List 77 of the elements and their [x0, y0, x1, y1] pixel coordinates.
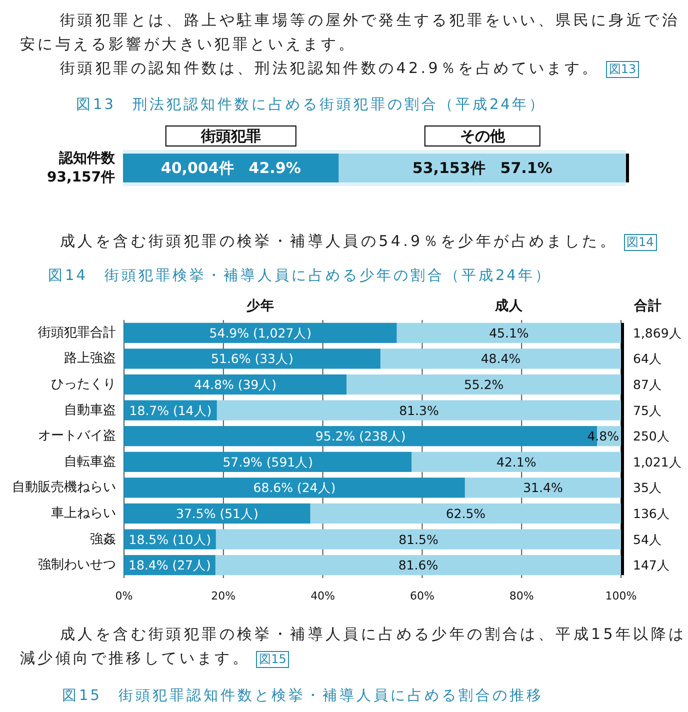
text: 54人: [633, 532, 662, 547]
x-tick-label: 100%: [605, 590, 637, 602]
bar: [124, 478, 465, 498]
chart-title: 図14 街頭犯罪検挙・補導人員に占める少年の割合（平成24年）: [48, 266, 552, 285]
bar: [124, 374, 347, 395]
chart-title: 図13 刑法犯認知件数に占める街頭犯罪の割合（平成24年）: [76, 96, 546, 114]
y-tick-label: 強制わいせつ: [38, 558, 116, 573]
text: 成人を含む街頭犯罪の検挙・補導人員の54.9％を少年が占めました。: [60, 232, 618, 250]
x-tick-label: 20%: [211, 590, 236, 602]
y-tick-label: 路上強盗: [64, 351, 116, 366]
y-tick-label: 自動販売機ねらい: [12, 480, 116, 496]
series-label: その他: [460, 127, 506, 145]
bar: [216, 400, 621, 420]
text: 75人: [633, 402, 662, 418]
data-label: 48.4%: [480, 351, 521, 366]
x-tick-label: 0%: [115, 590, 133, 602]
data-label: 45.1%: [489, 325, 529, 340]
x-tick-label: 80%: [509, 590, 534, 602]
y-tick-label: 街頭犯罪合計: [38, 325, 116, 340]
y-tick-label: ひったくり: [51, 377, 116, 392]
data-label: 51.6% (33人): [211, 351, 294, 366]
y-tick-label: 車上ねらい: [51, 506, 116, 521]
series-label: 街頭犯罪: [200, 127, 261, 145]
bar: [124, 503, 310, 524]
bar: [412, 452, 621, 472]
data-label: 81.6%: [398, 558, 438, 573]
y-tick-label: 自動車盗: [64, 402, 116, 418]
caption: 図14: [624, 234, 657, 251]
bar: [124, 322, 397, 343]
text: 64人: [633, 351, 662, 366]
data-label: 42.1%: [496, 454, 536, 470]
caption: 図15: [256, 651, 290, 668]
bar: [464, 478, 621, 498]
series-label: 成人: [494, 298, 524, 314]
text: 街頭犯罪とは、路上や駐車場等の屋外で発生する犯罪をいい、県民に身近で治安に与える影響が大きい犯罪といえます。: [20, 10, 680, 55]
data-label: 81.3%: [399, 402, 439, 418]
caption: 図15 街頭犯罪認知件数と検挙・補導人員に占める割合の推移: [62, 686, 544, 705]
data-label: 95.2% (238人): [315, 428, 406, 444]
y-tick-label: 強姦: [90, 532, 116, 547]
text: 147人: [633, 558, 670, 573]
data-label: 31.4%: [523, 480, 563, 496]
bar: [124, 348, 380, 369]
text: 87人: [633, 377, 662, 392]
data-label: 53,153件 57.1%: [412, 159, 552, 177]
data-label: 54.9% (1,027人): [209, 325, 312, 340]
text: 1,021人: [633, 454, 682, 470]
data-label: 57.9% (591人): [222, 454, 314, 470]
data-label: 44.8% (39人): [194, 377, 276, 392]
data-label: 40,004件 42.9%: [160, 159, 301, 177]
text: 136人: [633, 506, 670, 521]
text: 街頭犯罪の認知件数は、刑法犯認知件数の42.9％を占めています。: [60, 59, 600, 77]
bar: [310, 503, 621, 524]
text: 250人: [633, 428, 670, 444]
data-label: 68.6% (24人): [253, 480, 336, 496]
text: 1,869人: [633, 325, 682, 340]
x-tick-label: 60%: [410, 590, 434, 602]
bar: [380, 348, 621, 369]
x-tick-label: 40%: [310, 590, 336, 602]
data-label: 18.4% (27人): [128, 558, 211, 573]
bar: [215, 555, 621, 576]
data-label: 62.5%: [446, 506, 486, 521]
text: 35人: [633, 480, 662, 496]
data-label: 18.7% (14人): [129, 402, 212, 418]
text: 合計: [633, 298, 662, 314]
bar: [124, 452, 412, 472]
caption: 図13: [606, 61, 640, 78]
y-tick-label: オートバイ盗: [38, 428, 116, 444]
data-label: 55.2%: [464, 377, 504, 392]
y-tick-label: 認知件数 93,157件: [46, 150, 116, 186]
data-label: 37.5% (51人): [176, 506, 258, 521]
series-label: 少年: [246, 298, 274, 314]
data-label: 18.5% (10人): [128, 532, 212, 547]
data-label: 81.5%: [398, 532, 438, 547]
bar: [216, 529, 621, 550]
bar: [346, 374, 621, 395]
bar: [396, 322, 621, 343]
y-tick-label: 自転車盗: [64, 454, 116, 470]
